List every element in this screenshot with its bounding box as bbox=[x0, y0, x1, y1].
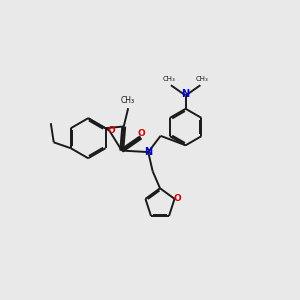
Text: CH₃: CH₃ bbox=[163, 76, 176, 82]
Text: O: O bbox=[138, 129, 146, 138]
Text: CH₃: CH₃ bbox=[121, 96, 135, 105]
Text: N: N bbox=[144, 147, 152, 157]
Text: O: O bbox=[174, 194, 182, 203]
Text: O: O bbox=[107, 126, 115, 135]
Text: N: N bbox=[182, 89, 190, 99]
Text: CH₃: CH₃ bbox=[195, 76, 208, 82]
